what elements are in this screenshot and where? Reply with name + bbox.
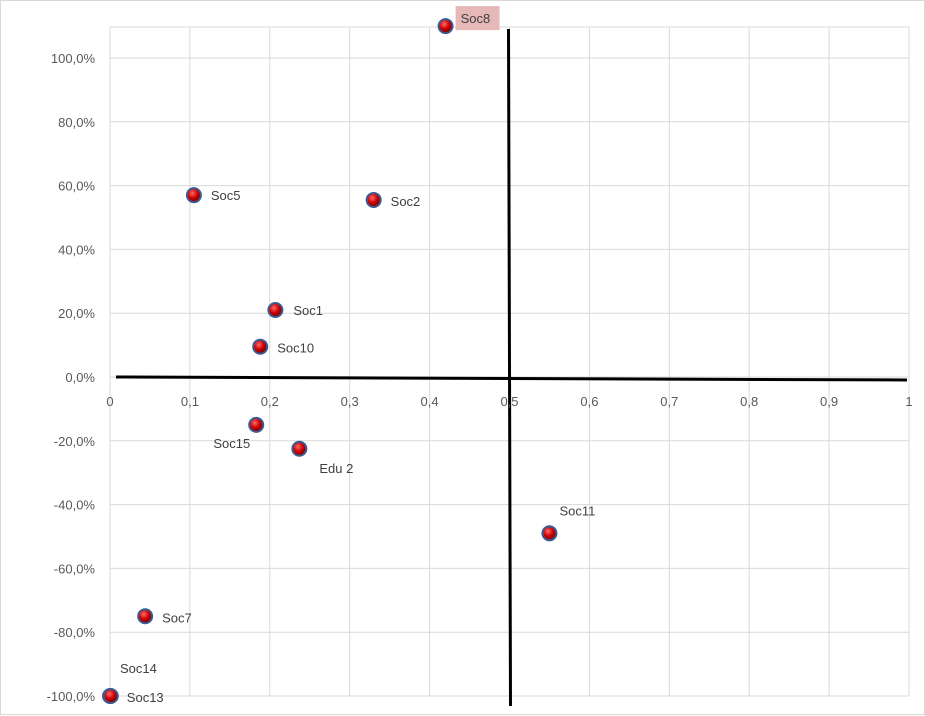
vertical-reference-line: [507, 28, 512, 707]
y-tick-label: 0,0%: [65, 370, 95, 385]
x-tick-label: 0,6: [580, 394, 598, 409]
data-label: Soc7: [162, 610, 192, 625]
data-point: [102, 688, 119, 704]
data-label: Soc14: [120, 661, 157, 676]
data-label: Soc2: [391, 194, 421, 209]
y-tick-label: 100,0%: [51, 51, 96, 66]
data-point: [365, 191, 382, 208]
data-label: Soc5: [211, 188, 241, 203]
data-point: [541, 525, 558, 542]
data-label: Soc11: [559, 503, 595, 518]
y-tick-label: 20,0%: [58, 306, 95, 321]
data-point: [185, 187, 202, 204]
data-label: Soc15: [213, 436, 250, 451]
data-point: [437, 18, 454, 35]
x-tick-label: 0,5: [500, 394, 518, 409]
data-label: Soc13: [127, 690, 164, 705]
data-label: Soc1: [293, 303, 323, 318]
x-tick-label: 0: [106, 394, 113, 409]
y-tick-label: 80,0%: [58, 115, 95, 130]
y-tick-label: -20,0%: [54, 434, 96, 449]
data-label: Soc8: [461, 11, 491, 26]
x-tick-label: 0,1: [181, 394, 199, 409]
x-tick-label: 0,4: [421, 394, 439, 409]
data-label: Edu 2: [319, 461, 353, 476]
y-tick-label: -100,0%: [47, 689, 96, 704]
x-tick-label: 0,9: [820, 394, 838, 409]
y-tick-label: 60,0%: [58, 179, 95, 194]
data-point: [248, 416, 265, 433]
y-tick-label: -40,0%: [54, 498, 96, 513]
data-point: [137, 608, 154, 625]
x-tick-label: 0,2: [261, 394, 279, 409]
data-point: [252, 338, 269, 355]
data-label: Soc10: [277, 341, 314, 356]
x-tick-label: 0,7: [660, 394, 678, 409]
y-tick-label: -60,0%: [54, 561, 96, 576]
y-tick-label: 40,0%: [58, 242, 95, 257]
x-tick-label: 0,8: [740, 394, 758, 409]
x-tick-label: 1: [905, 394, 912, 409]
data-point: [291, 440, 308, 457]
highlighted-label-background: [455, 6, 500, 31]
horizontal-reference-line: [115, 375, 908, 382]
y-tick-label: -80,0%: [54, 625, 96, 640]
x-tick-label: 0,3: [341, 394, 359, 409]
data-point: [267, 302, 284, 319]
